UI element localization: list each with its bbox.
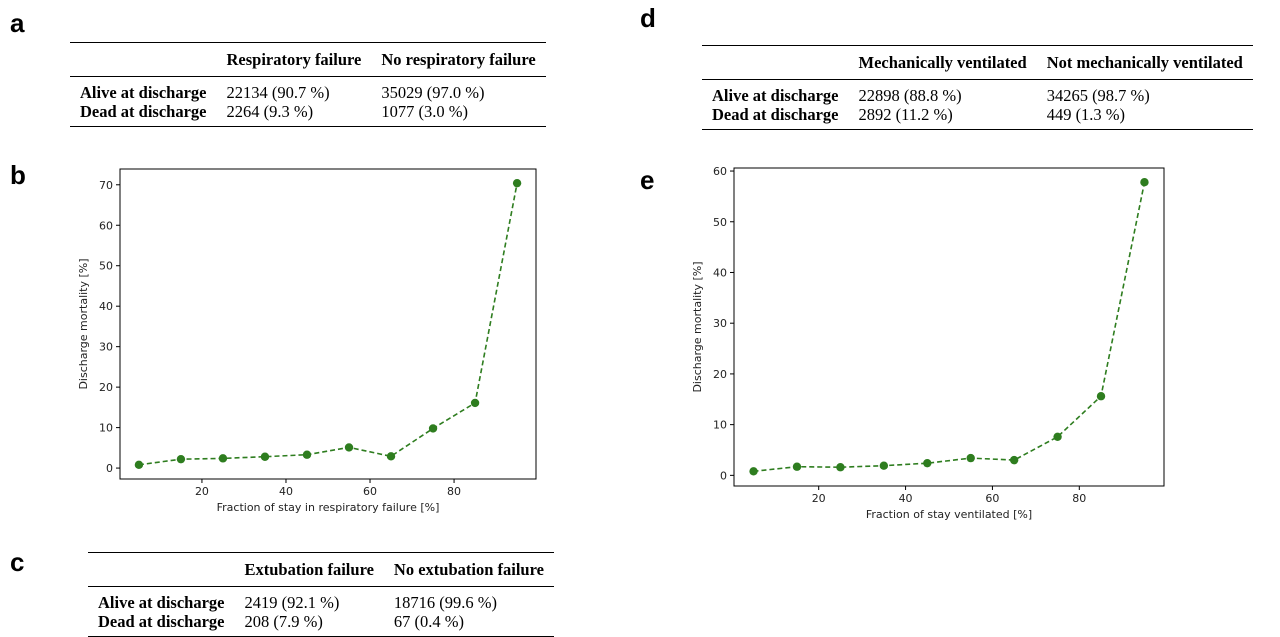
data-point bbox=[923, 458, 932, 468]
y-tick-label: 50 bbox=[99, 260, 113, 273]
data-point bbox=[1140, 178, 1149, 187]
row-label: Alive at discharge bbox=[80, 83, 207, 102]
table-header-cell: Respiratory failure bbox=[226, 50, 362, 69]
series-line bbox=[138, 183, 518, 466]
y-axis-label: Discharge mortality [%] bbox=[691, 261, 704, 392]
data-point bbox=[1009, 455, 1019, 465]
data-point bbox=[512, 178, 522, 188]
row-label: Dead at discharge bbox=[712, 105, 839, 124]
table-row: Alive at discharge 2419 (92.1 %) 18716 (… bbox=[88, 587, 554, 613]
table-cell: 18716 (99.6 %) bbox=[393, 593, 498, 612]
table-cell: 35029 (97.0 %) bbox=[381, 83, 485, 102]
y-tick-label: 20 bbox=[99, 381, 113, 394]
x-tick-label: 60 bbox=[985, 492, 999, 505]
panel-label-b: b bbox=[10, 160, 26, 190]
data-point bbox=[792, 462, 802, 471]
x-tick-label: 40 bbox=[279, 485, 293, 498]
table-cell: 2892 (11.2 %) bbox=[858, 105, 953, 124]
plot-frame bbox=[733, 167, 1165, 487]
data-point bbox=[428, 424, 438, 433]
y-tick-label: 40 bbox=[713, 266, 727, 279]
table-header-row: Mechanically ventilated Not mechanically… bbox=[702, 45, 1253, 80]
data-point bbox=[134, 460, 144, 470]
y-tick-label: 70 bbox=[99, 179, 113, 192]
table-header-cell: Not mechanically ventilated bbox=[1046, 53, 1243, 72]
panel-label-e: e bbox=[640, 165, 655, 195]
table-cell: 2419 (92.1 %) bbox=[244, 593, 340, 612]
table-cell: 22134 (90.7 %) bbox=[226, 83, 330, 102]
data-point bbox=[879, 461, 889, 470]
y-tick-label: 60 bbox=[99, 219, 113, 232]
row-label: Dead at discharge bbox=[98, 612, 225, 631]
chart-e-mortality-vs-ventilation: 20 40 60 80 0 10 20 30 40 50 60 Fraction of stay ve… bbox=[691, 165, 1165, 521]
table-cell: 67 (0.4 %) bbox=[393, 612, 465, 631]
table-cell: 22898 (88.8 %) bbox=[858, 86, 962, 105]
row-label: Alive at discharge bbox=[712, 86, 839, 105]
row-label: Dead at discharge bbox=[80, 102, 207, 121]
data-point bbox=[344, 443, 354, 452]
y-tick-label: 0 bbox=[106, 462, 113, 475]
table-row: Dead at discharge 2892 (11.2 %) 449 (1.3… bbox=[702, 105, 1253, 130]
table-row: Alive at discharge 22898 (88.8 %) 34265 … bbox=[702, 80, 1253, 106]
y-tick-label: 10 bbox=[713, 419, 727, 432]
y-tick-label: 60 bbox=[713, 165, 727, 178]
data-point bbox=[386, 452, 396, 461]
table-respiratory-failure: Respiratory failure No respiratory failu… bbox=[70, 42, 546, 127]
table-header-cell: Mechanically ventilated bbox=[858, 53, 1027, 72]
x-tick-label: 40 bbox=[899, 492, 913, 505]
panel-label-c: c bbox=[10, 547, 25, 577]
x-tick-label: 60 bbox=[363, 485, 377, 498]
plot-frame bbox=[119, 168, 537, 480]
table-row: Dead at discharge 208 (7.9 %) 67 (0.4 %) bbox=[88, 612, 554, 637]
data-point bbox=[749, 467, 758, 476]
data-point bbox=[1096, 392, 1106, 401]
x-tick-label: 80 bbox=[447, 485, 461, 498]
table-header-cell: Extubation failure bbox=[244, 560, 374, 579]
y-tick-label: 20 bbox=[713, 368, 727, 381]
table-cell: 1077 (3.0 %) bbox=[381, 102, 468, 121]
x-tick-label: 20 bbox=[195, 485, 209, 498]
y-tick-label: 30 bbox=[99, 341, 113, 354]
y-tick-label: 50 bbox=[713, 216, 727, 229]
data-point bbox=[218, 454, 228, 463]
x-tick-label: 80 bbox=[1072, 492, 1086, 505]
table-cell: 449 (1.3 %) bbox=[1046, 105, 1126, 124]
table-header-cell: No respiratory failure bbox=[381, 50, 536, 69]
data-point bbox=[176, 454, 186, 464]
data-point bbox=[836, 463, 845, 472]
panel-label-a: a bbox=[10, 8, 25, 38]
row-label: Alive at discharge bbox=[98, 593, 225, 612]
y-tick-label: 30 bbox=[713, 317, 727, 330]
y-tick-label: 10 bbox=[99, 422, 113, 435]
table-row: Alive at discharge 22134 (90.7 %) 35029 … bbox=[70, 77, 546, 103]
table-header-cell bbox=[88, 553, 235, 587]
data-point bbox=[260, 452, 270, 461]
panel-label-d: d bbox=[640, 3, 656, 33]
y-tick-label: 40 bbox=[99, 300, 113, 313]
table-header-cell: No extubation failure bbox=[393, 560, 544, 579]
table-header-row: Respiratory failure No respiratory failu… bbox=[70, 42, 546, 77]
y-tick-label: 0 bbox=[720, 469, 727, 482]
x-tick-label: 20 bbox=[812, 492, 826, 505]
series-line bbox=[753, 182, 1146, 473]
chart-b-mortality-vs-respiratory-failure: 20 40 60 80 0 10 20 30 40 50 60 70 Fraction of stay … bbox=[77, 168, 537, 514]
x-axis-label: Fraction of stay in respiratory failure … bbox=[217, 501, 440, 514]
x-axis-label: Fraction of stay ventilated [%] bbox=[866, 508, 1032, 521]
data-point bbox=[1053, 432, 1062, 442]
data-point bbox=[470, 398, 480, 408]
table-cell: 208 (7.9 %) bbox=[244, 612, 323, 631]
table-row: Dead at discharge 2264 (9.3 %) 1077 (3.0… bbox=[70, 102, 546, 127]
table-mechanical-ventilation: Mechanically ventilated Not mechanically… bbox=[702, 45, 1253, 130]
data-point bbox=[302, 450, 312, 459]
table-header-row: Extubation failure No extubation failure bbox=[88, 552, 554, 587]
data-point bbox=[966, 453, 975, 463]
y-axis-label: Discharge mortality [%] bbox=[77, 258, 90, 389]
table-cell: 34265 (98.7 %) bbox=[1046, 86, 1150, 105]
table-cell: 2264 (9.3 %) bbox=[226, 102, 314, 121]
table-extubation-failure: Extubation failure No extubation failure… bbox=[88, 552, 554, 637]
